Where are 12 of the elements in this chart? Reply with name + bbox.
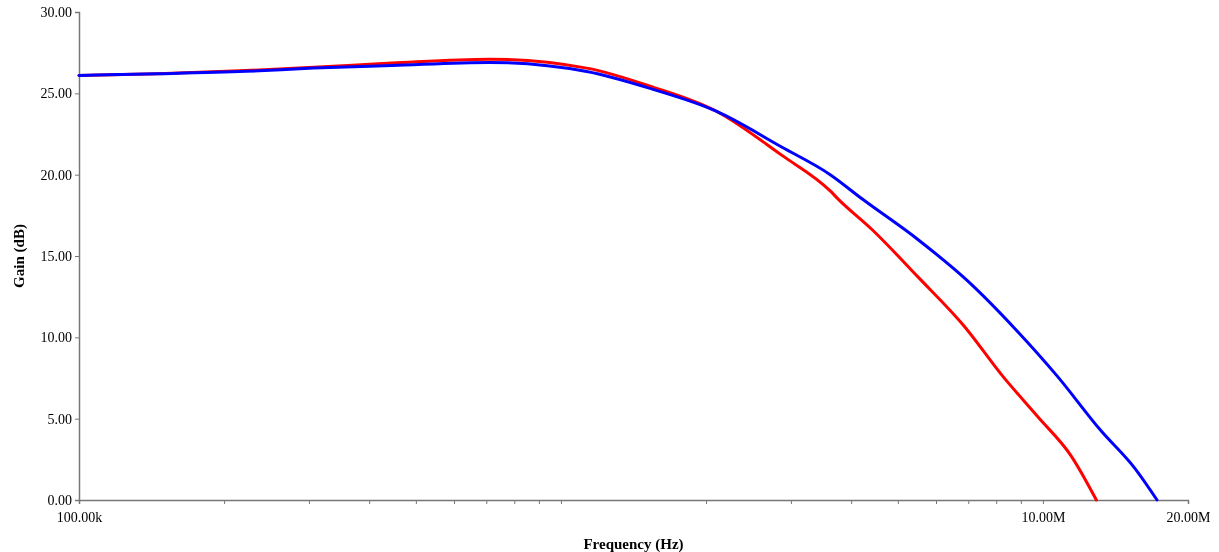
y-axis-title: Gain (dB) <box>11 224 28 288</box>
y-tick-label: 30.00 <box>40 4 72 20</box>
x-axis-title: Frequency (Hz) <box>583 536 684 552</box>
y-tick-label: 0.00 <box>47 492 72 508</box>
y-tick-label: 10.00 <box>40 330 72 346</box>
y-tick-label: 25.00 <box>40 86 72 102</box>
x-tick-label: 20.00M <box>1166 510 1212 526</box>
x-tick-label: 100.00k <box>56 510 103 526</box>
y-tick-label: 15.00 <box>40 248 72 264</box>
x-tick-label: 10.00M <box>1021 510 1066 526</box>
y-tick-label: 20.00 <box>40 167 72 183</box>
y-tick-label: 5.00 <box>47 411 72 427</box>
